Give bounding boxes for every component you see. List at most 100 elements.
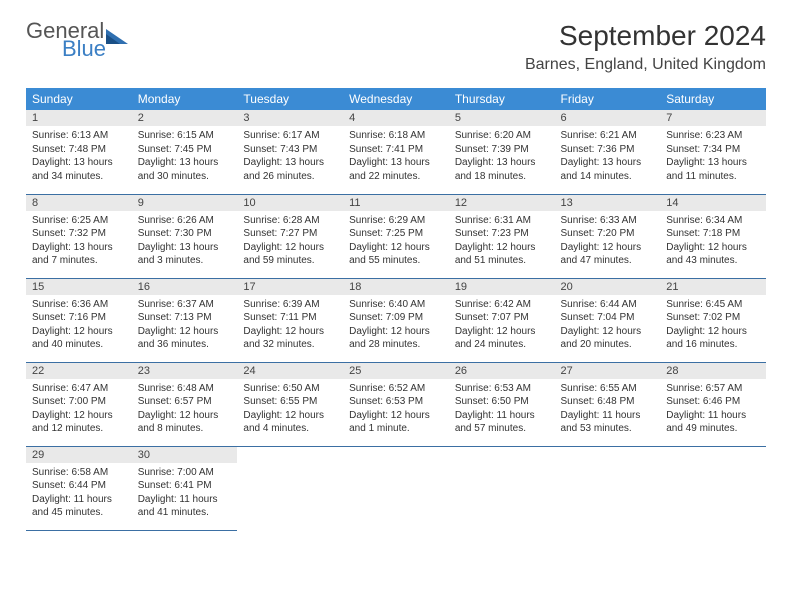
sunrise-line: Sunrise: 6:40 AM (349, 298, 443, 312)
calendar-cell: 13Sunrise: 6:33 AMSunset: 7:20 PMDayligh… (555, 194, 661, 278)
daylight-line: Daylight: 12 hours and 36 minutes. (138, 325, 232, 352)
sunrise-line: Sunrise: 6:31 AM (455, 214, 549, 228)
day-content: Sunrise: 6:26 AMSunset: 7:30 PMDaylight:… (132, 211, 238, 272)
daylight-line: Daylight: 12 hours and 32 minutes. (243, 325, 337, 352)
day-content: Sunrise: 6:29 AMSunset: 7:25 PMDaylight:… (343, 211, 449, 272)
sunrise-line: Sunrise: 6:17 AM (243, 129, 337, 143)
day-number: 7 (660, 110, 766, 126)
sunset-line: Sunset: 7:13 PM (138, 311, 232, 325)
weekday-header: Tuesday (237, 88, 343, 110)
day-content: Sunrise: 6:31 AMSunset: 7:23 PMDaylight:… (449, 211, 555, 272)
daylight-line: Daylight: 12 hours and 1 minute. (349, 409, 443, 436)
daylight-line: Daylight: 12 hours and 28 minutes. (349, 325, 443, 352)
calendar-cell: 26Sunrise: 6:53 AMSunset: 6:50 PMDayligh… (449, 362, 555, 446)
sunrise-line: Sunrise: 6:53 AM (455, 382, 549, 396)
sunrise-line: Sunrise: 6:23 AM (666, 129, 760, 143)
day-content: Sunrise: 6:40 AMSunset: 7:09 PMDaylight:… (343, 295, 449, 356)
day-number: 16 (132, 279, 238, 295)
sunset-line: Sunset: 6:46 PM (666, 395, 760, 409)
sunrise-line: Sunrise: 6:25 AM (32, 214, 126, 228)
sunset-line: Sunset: 7:32 PM (32, 227, 126, 241)
daylight-line: Daylight: 12 hours and 47 minutes. (561, 241, 655, 268)
day-content: Sunrise: 6:28 AMSunset: 7:27 PMDaylight:… (237, 211, 343, 272)
calendar-cell: 30Sunrise: 7:00 AMSunset: 6:41 PMDayligh… (132, 446, 238, 530)
daylight-line: Daylight: 13 hours and 30 minutes. (138, 156, 232, 183)
sunset-line: Sunset: 7:48 PM (32, 143, 126, 157)
sunrise-line: Sunrise: 6:48 AM (138, 382, 232, 396)
calendar-cell: 10Sunrise: 6:28 AMSunset: 7:27 PMDayligh… (237, 194, 343, 278)
daylight-line: Daylight: 12 hours and 8 minutes. (138, 409, 232, 436)
calendar-row: 29 Sunrise: 6:58 AMSunset: 6:44 PM Dayligh… (26, 446, 766, 530)
calendar-cell: 9Sunrise: 6:26 AMSunset: 7:30 PMDaylight… (132, 194, 238, 278)
sunrise-line: Sunrise: 6:50 AM (243, 382, 337, 396)
calendar-cell: 14Sunrise: 6:34 AMSunset: 7:18 PMDayligh… (660, 194, 766, 278)
calendar-cell: 15Sunrise: 6:36 AMSunset: 7:16 PMDayligh… (26, 278, 132, 362)
calendar-cell: 22Sunrise: 6:47 AMSunset: 7:00 PMDayligh… (26, 362, 132, 446)
day-number: 25 (343, 363, 449, 379)
day-content: Sunrise: 6:15 AMSunset: 7:45 PMDaylight:… (132, 126, 238, 187)
day-number: 3 (237, 110, 343, 126)
day-number: 22 (26, 363, 132, 379)
sunrise-line: Sunrise: 6:37 AM (138, 298, 232, 312)
sunset-line: Sunset: 7:41 PM (349, 143, 443, 157)
day-content: Sunrise: 6:36 AMSunset: 7:16 PMDaylight:… (26, 295, 132, 356)
day-number: 23 (132, 363, 238, 379)
calendar-cell: 4Sunrise: 6:18 AMSunset: 7:41 PMDaylight… (343, 110, 449, 194)
sunrise-line: Sunrise: 6:34 AM (666, 214, 760, 228)
sunset-line: Sunset: 7:16 PM (32, 311, 126, 325)
calendar-cell: 2Sunrise: 6:15 AMSunset: 7:45 PMDaylight… (132, 110, 238, 194)
day-content: Sunrise: 6:53 AMSunset: 6:50 PMDaylight:… (449, 379, 555, 440)
sunrise-line: Sunrise: 6:47 AM (32, 382, 126, 396)
daylight-line: Daylight: 13 hours and 14 minutes. (561, 156, 655, 183)
day-content: Sunrise: 6:20 AMSunset: 7:39 PMDaylight:… (449, 126, 555, 187)
sunrise-line: Sunrise: 6:52 AM (349, 382, 443, 396)
calendar-cell (555, 446, 661, 530)
sunset-line: Sunset: 7:20 PM (561, 227, 655, 241)
day-number: 24 (237, 363, 343, 379)
daylight-line: Daylight: 11 hours and 53 minutes. (561, 409, 655, 436)
sunrise-line: Sunrise: 6:45 AM (666, 298, 760, 312)
weekday-header: Sunday (26, 88, 132, 110)
sunset-line: Sunset: 6:44 PM (32, 479, 126, 493)
sunset-line: Sunset: 7:02 PM (666, 311, 760, 325)
header: General Blue September 2024 Barnes, Engl… (26, 20, 766, 74)
calendar-cell (449, 446, 555, 530)
sunset-line: Sunset: 7:00 PM (32, 395, 126, 409)
sunset-line: Sunset: 6:57 PM (138, 395, 232, 409)
sunset-line: Sunset: 7:11 PM (243, 311, 337, 325)
daylight-line: Daylight: 12 hours and 43 minutes. (666, 241, 760, 268)
daylight-line: Daylight: 13 hours and 26 minutes. (243, 156, 337, 183)
day-number: 19 (449, 279, 555, 295)
daylight-line: Daylight: 13 hours and 7 minutes. (32, 241, 126, 268)
day-number: 29 (26, 447, 132, 463)
day-content: Sunrise: 7:00 AMSunset: 6:41 PMDaylight:… (132, 463, 238, 524)
daylight-line: Daylight: 13 hours and 22 minutes. (349, 156, 443, 183)
calendar-cell: 3Sunrise: 6:17 AMSunset: 7:43 PMDaylight… (237, 110, 343, 194)
calendar-cell: 27Sunrise: 6:55 AMSunset: 6:48 PMDayligh… (555, 362, 661, 446)
calendar-cell: 23 Sunrise: 6:48 AMSunset: 6:57 PMDayligh… (132, 362, 238, 446)
calendar-body: 1Sunrise: 6:13 AMSunset: 7:48 PMDaylight… (26, 110, 766, 530)
daylight-line: Daylight: 12 hours and 59 minutes. (243, 241, 337, 268)
day-content: Sunrise: 6:57 AMSunset: 6:46 PMDaylight:… (660, 379, 766, 440)
sunset-line: Sunset: 6:55 PM (243, 395, 337, 409)
sunrise-line: Sunrise: 6:20 AM (455, 129, 549, 143)
day-content: Sunrise: 6:18 AMSunset: 7:41 PMDaylight:… (343, 126, 449, 187)
daylight-line: Daylight: 13 hours and 18 minutes. (455, 156, 549, 183)
calendar-cell: 16 Sunrise: 6:37 AMSunset: 7:13 PMDayligh… (132, 278, 238, 362)
day-number: 2 (132, 110, 238, 126)
sunrise-line: Sunrise: 6:58 AM (32, 466, 126, 480)
day-number: 11 (343, 195, 449, 211)
daylight-line: Daylight: 13 hours and 3 minutes. (138, 241, 232, 268)
daylight-line: Daylight: 13 hours and 34 minutes. (32, 156, 126, 183)
day-content: Sunrise: 6:44 AMSunset: 7:04 PMDaylight:… (555, 295, 661, 356)
sunset-line: Sunset: 6:50 PM (455, 395, 549, 409)
daylight-line: Daylight: 12 hours and 20 minutes. (561, 325, 655, 352)
day-number: 4 (343, 110, 449, 126)
day-number: 6 (555, 110, 661, 126)
day-content: Sunrise: 6:23 AMSunset: 7:34 PMDaylight:… (660, 126, 766, 187)
calendar-header-row: SundayMondayTuesdayWednesdayThursdayFrid… (26, 88, 766, 110)
day-number: 1 (26, 110, 132, 126)
daylight-line: Daylight: 11 hours and 41 minutes. (138, 493, 232, 520)
weekday-header: Thursday (449, 88, 555, 110)
day-number: 10 (237, 195, 343, 211)
